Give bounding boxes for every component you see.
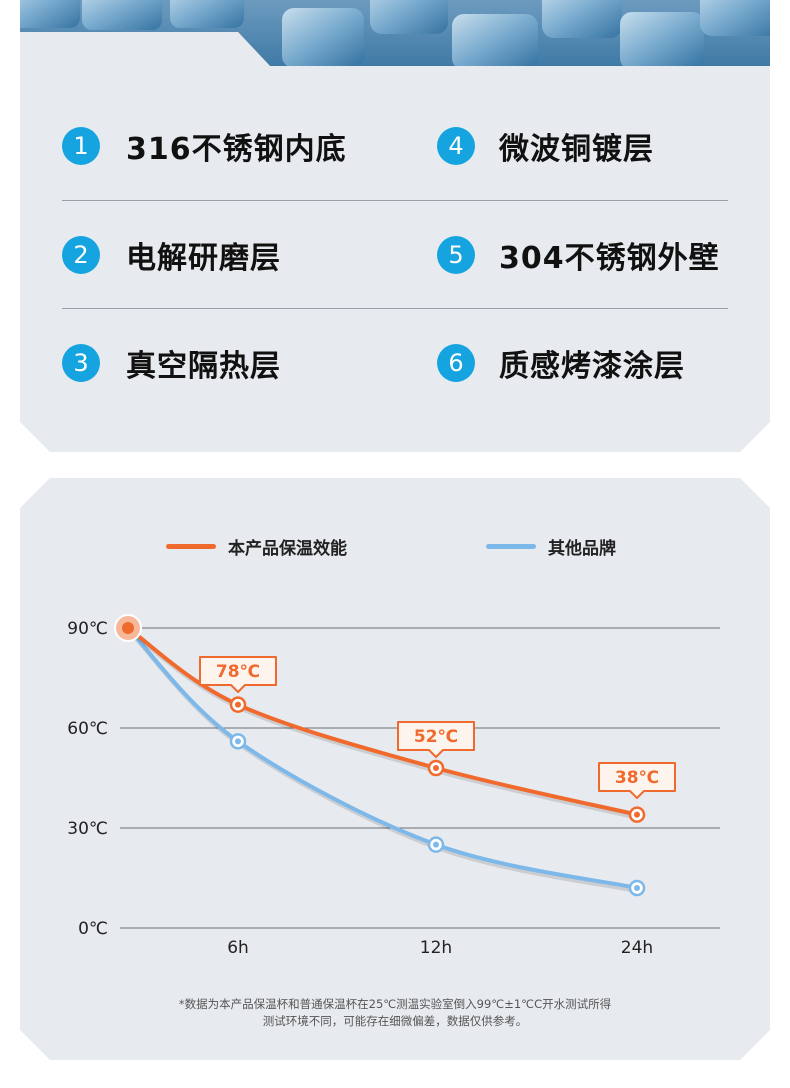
chart-card: 本产品保温效能 其他品牌 0℃ 30℃ 60℃ 90℃ 6h 12h 24h 78℃ 52℃ 38…: [20, 478, 770, 1060]
footnote-line: *数据为本产品保温杯和普通保温杯在25℃测温实验室倒入99℃±1℃C开水测试所得: [178, 997, 612, 1011]
layer-item: 3 真空隔热层: [62, 341, 437, 385]
x-tick-label: 12h: [420, 938, 452, 958]
number-badge: 4: [437, 127, 475, 165]
layer-item: 5 304不锈钢外壁: [437, 233, 728, 277]
footnote: *数据为本产品保温杯和普通保温杯在25℃测温实验室倒入99℃±1℃C开水测试所得…: [20, 996, 770, 1030]
layer-label: 质感烤漆涂层: [499, 349, 685, 384]
data-point-dot: [634, 812, 640, 818]
ice-cube-banner: [20, 0, 770, 66]
footnote-line: 测试环境不同，可能存在细微偏差，数据仅供参考。: [262, 1014, 528, 1028]
data-point-dot: [433, 765, 439, 771]
layer-item: 2 电解研磨层: [62, 233, 437, 277]
legend-label: 本产品保温效能: [228, 539, 347, 559]
temperature-chart: 0℃ 30℃ 60℃ 90℃ 6h 12h 24h 78℃ 52℃ 38℃: [20, 478, 770, 978]
data-label: 52℃: [414, 727, 458, 747]
data-point-dot: [634, 885, 640, 891]
data-point-dot: [433, 842, 439, 848]
legend-label: 其他品牌: [548, 539, 616, 559]
number-badge: 3: [62, 344, 100, 382]
data-label-callout: [599, 763, 675, 798]
layer-item: 1 316不锈钢内底: [62, 124, 437, 168]
data-label: 78℃: [216, 662, 260, 682]
number-badge: 2: [62, 236, 100, 274]
number-badge: 1: [62, 127, 100, 165]
layer-row: 1 316不锈钢内底 4 微波铜镀层: [62, 92, 728, 201]
layer-label: 304不锈钢外壁: [499, 240, 720, 276]
data-label-callout: [200, 657, 276, 692]
layer-row: 2 电解研磨层 5 304不锈钢外壁: [62, 201, 728, 309]
legend-swatch-other-brands: [486, 544, 536, 549]
y-tick-label: 0℃: [78, 919, 108, 939]
layer-row: 3 真空隔热层 6 质感烤漆涂层: [62, 309, 728, 417]
y-tick-label: 60℃: [67, 719, 108, 739]
layer-label: 微波铜镀层: [499, 132, 654, 167]
layer-item: 6 质感烤漆涂层: [437, 341, 728, 385]
x-tick-label: 6h: [227, 938, 249, 958]
data-label: 38℃: [615, 768, 659, 788]
layer-grid: 1 316不锈钢内底 4 微波铜镀层 2 电解研磨层 5 304不锈钢外壁 3 …: [62, 92, 728, 417]
y-tick-label: 30℃: [67, 819, 108, 839]
start-point: [122, 622, 134, 634]
chart-legend: 本产品保温效能 其他品牌: [20, 534, 770, 558]
data-label-callout: [398, 722, 474, 757]
series-line-other-brands: [128, 628, 637, 888]
x-tick-label: 24h: [621, 938, 653, 958]
legend-item-other-brands: 其他品牌: [486, 534, 616, 559]
legend-item-this-product: 本产品保温效能: [166, 534, 347, 559]
layer-label: 真空隔热层: [126, 349, 281, 384]
y-tick-label: 90℃: [67, 619, 108, 639]
layer-label: 电解研磨层: [126, 240, 281, 276]
data-point-dot: [235, 702, 241, 708]
layer-label: 316不锈钢内底: [126, 132, 347, 167]
legend-swatch-this-product: [166, 544, 216, 549]
layers-card: 1 316不锈钢内底 4 微波铜镀层 2 电解研磨层 5 304不锈钢外壁 3 …: [20, 0, 770, 452]
data-point-dot: [235, 738, 241, 744]
number-badge: 6: [437, 344, 475, 382]
series-line-this-product: [128, 628, 637, 815]
layer-item: 4 微波铜镀层: [437, 124, 728, 168]
number-badge: 5: [437, 236, 475, 274]
